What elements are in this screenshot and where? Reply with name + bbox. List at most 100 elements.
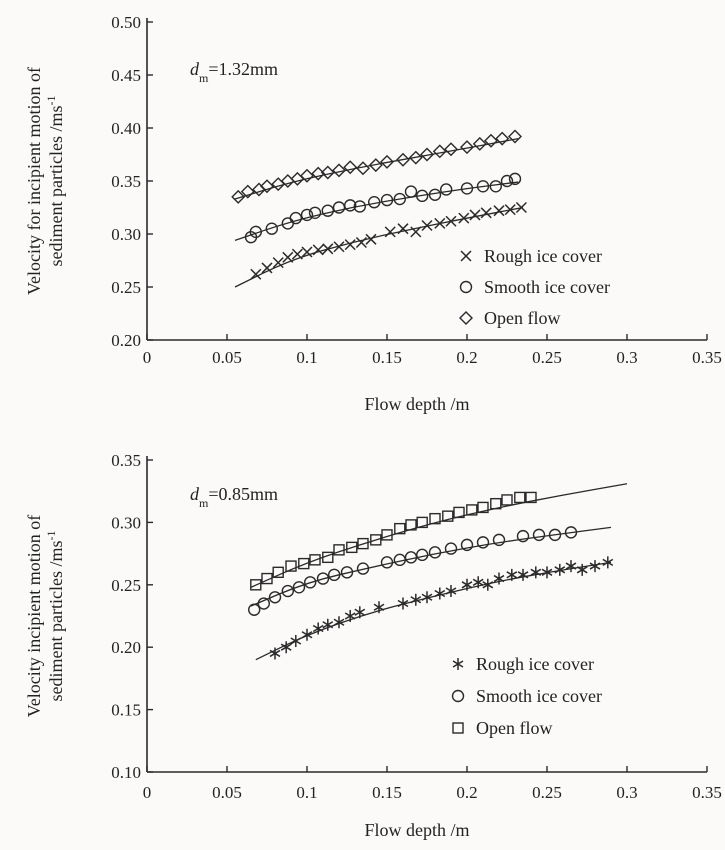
data-point [393,192,406,206]
x-axis-title: Flow depth /m [364,820,469,840]
data-point [309,554,321,566]
series-smooth-ice-cover [247,526,612,616]
data-point [484,133,498,148]
data-point [489,180,502,193]
data-point [458,212,470,224]
data-point [291,248,303,260]
legend-marker [459,311,473,325]
data-point [460,140,474,155]
data-point [368,158,383,173]
fit-line [234,181,519,241]
data-point [321,204,334,217]
y-tick-label: 0.40 [111,119,141,138]
series-rough-ice-cover [234,201,527,288]
data-point [421,591,433,604]
data-point [476,180,490,193]
data-point [397,223,409,235]
x-tick-label: 0.25 [532,348,562,367]
data-point [381,529,393,541]
data-point [495,131,510,146]
data-point [333,544,345,556]
data-point [532,528,546,542]
data-point [421,219,433,232]
data-point [301,246,313,258]
y-tick-label: 0.35 [111,172,141,191]
data-point [445,585,457,598]
data-point [517,568,529,581]
data-point [516,529,530,543]
data-point [444,542,458,555]
data-point [355,236,367,249]
data-point [384,226,396,238]
data-point [250,268,262,280]
data-point [282,251,294,263]
data-point [320,165,335,180]
x-tick-label: 0.3 [616,348,637,367]
data-point [344,610,356,622]
y-tick-label: 0.20 [111,331,141,350]
chart-bottom-0-85mm: 0 0.05 0.1 0.15 0.2 0.25 0.3 0.35 0.10 0.15 0.20 0.… [24,451,722,840]
particle-size-annotation: dm=1.32mm [190,59,278,85]
data-point [312,244,324,256]
data-point [602,556,614,569]
data-point [477,501,489,514]
data-point [564,526,578,539]
series-rough-ice-cover [255,556,614,661]
data-point [322,551,334,564]
data-point [508,172,522,186]
y-tick-label: 0.20 [111,638,141,657]
y-axis-unit-sup: -1 [44,96,58,106]
data-point [300,208,314,222]
data-point [289,211,302,225]
data-point [356,161,370,176]
y-axis-unit-sup: -1 [44,531,58,541]
legend-label: Open flow [476,718,552,738]
legend-label: Smooth ice cover [476,686,602,706]
data-point [370,534,382,546]
series-open-flow [250,483,628,591]
data-point [469,209,481,221]
data-point [472,576,484,589]
data-point [344,199,357,212]
data-point [281,584,294,598]
data-point [453,506,465,519]
legend-marker [460,250,472,262]
data-point [332,163,346,178]
data-point [480,207,492,219]
data-point [250,579,262,591]
x-tick-label: 0.05 [212,783,242,802]
data-point [394,522,406,535]
data-point [404,551,418,564]
fit-line [234,137,519,200]
data-point [316,572,330,585]
data-point [442,510,454,522]
data-point [240,184,255,199]
data-point [272,257,284,269]
data-point [357,537,369,550]
y-tick-label: 0.30 [111,225,141,244]
y-tick-label: 0.45 [111,66,141,85]
data-point [380,556,394,569]
data-point [272,566,284,579]
x-tick-label: 0.15 [372,783,402,802]
x-tick-label: 0.1 [296,783,317,802]
x-tick-label: 0.05 [212,348,242,367]
x-tick-label: 0.15 [372,348,402,367]
series-open-flow [231,129,522,204]
data-point [365,233,377,245]
y-axis-title-line: sediment particles /ms-1 [44,96,66,267]
data-point [554,563,566,576]
data-point [332,201,346,214]
data-point [461,578,473,591]
data-point [368,195,381,209]
x-tick-label: 0.2 [456,348,477,367]
data-point [460,538,474,552]
data-point [380,193,394,207]
data-point [298,557,310,570]
legend-label: Open flow [484,308,560,328]
data-point [344,239,356,251]
data-point [500,174,514,188]
data-point [472,136,487,151]
data-point [514,491,526,504]
